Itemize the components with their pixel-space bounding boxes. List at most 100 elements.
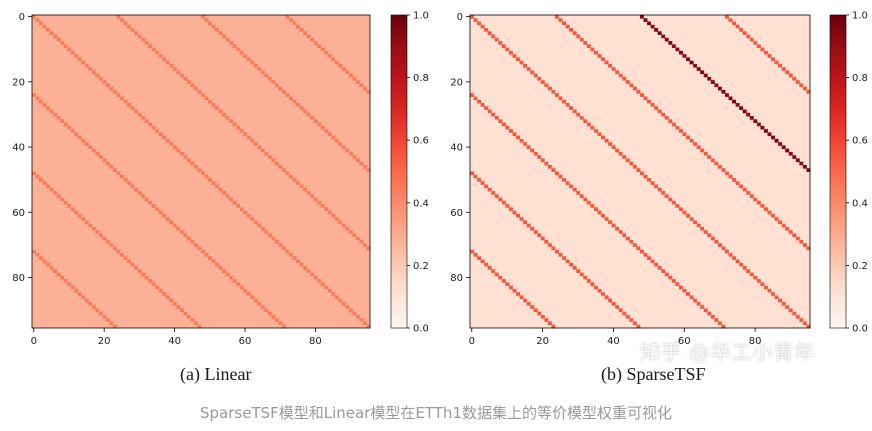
x-tick-label: 60 bbox=[678, 336, 691, 347]
heatmap-cell bbox=[141, 37, 146, 42]
heatmap-cell bbox=[668, 197, 673, 202]
heatmap-cell bbox=[215, 106, 219, 110]
heatmap-cell bbox=[250, 60, 255, 65]
heatmap-cell bbox=[148, 122, 153, 127]
heatmap-cell bbox=[565, 103, 570, 107]
heatmap-cell bbox=[763, 129, 768, 133]
heatmap-cell bbox=[703, 151, 708, 156]
heatmap-cell bbox=[193, 164, 198, 169]
heatmap-cell bbox=[484, 262, 489, 267]
heatmap-cell bbox=[774, 217, 779, 221]
heatmap-cell bbox=[109, 321, 114, 326]
heatmap-cell bbox=[313, 41, 318, 45]
heatmap-cell bbox=[211, 24, 216, 29]
heatmap-cell bbox=[721, 246, 726, 251]
plot-frame bbox=[31, 14, 371, 329]
heatmap-cell bbox=[331, 292, 336, 296]
heatmap-cell bbox=[491, 269, 496, 273]
heatmap-cell bbox=[693, 220, 698, 225]
heatmap-cell bbox=[127, 181, 131, 185]
heatmap-cell bbox=[558, 18, 563, 22]
heatmap-cell bbox=[753, 275, 758, 280]
heatmap-cell bbox=[232, 200, 237, 205]
heatmap-cell bbox=[362, 243, 367, 247]
heatmap-cell bbox=[77, 57, 82, 62]
heatmap-cell bbox=[792, 311, 797, 316]
heatmap-cell bbox=[88, 67, 93, 71]
heatmap-cell bbox=[565, 181, 570, 185]
heatmap-cell bbox=[540, 236, 545, 241]
heatmap-cell bbox=[530, 148, 535, 153]
heatmap-cell bbox=[547, 86, 552, 91]
heatmap-cell bbox=[668, 275, 673, 280]
heatmap-cell bbox=[533, 151, 538, 156]
heatmap-cell bbox=[53, 191, 58, 195]
heatmap-cell bbox=[778, 63, 783, 68]
heatmap-cell bbox=[735, 181, 740, 185]
heatmap-cell bbox=[678, 129, 683, 133]
heatmap-cell bbox=[317, 44, 322, 48]
heatmap-cell bbox=[760, 47, 765, 52]
heatmap-cell bbox=[746, 34, 751, 39]
heatmap-cell bbox=[678, 50, 683, 55]
heatmap-cell bbox=[470, 15, 474, 19]
heatmap-cell bbox=[257, 301, 262, 306]
heatmap-cell bbox=[749, 272, 754, 277]
heatmap-cell bbox=[324, 207, 329, 212]
heatmap-cell bbox=[632, 164, 637, 169]
heatmap-cell bbox=[693, 142, 698, 146]
y-tick-label: 60 bbox=[450, 208, 463, 219]
heatmap-cell bbox=[366, 89, 371, 94]
heatmap-cell bbox=[338, 63, 343, 68]
heatmap-cell bbox=[611, 301, 616, 306]
y-tick-label: 0 bbox=[19, 12, 25, 23]
heatmap-cell bbox=[208, 99, 212, 104]
heatmap-cell bbox=[144, 275, 149, 280]
heatmap-cell bbox=[781, 145, 786, 150]
heatmap-cell bbox=[572, 31, 577, 35]
heatmap-cell bbox=[281, 246, 286, 251]
heatmap-cell bbox=[236, 47, 241, 52]
heatmap-cell bbox=[632, 243, 637, 247]
heatmap-cell bbox=[572, 187, 577, 192]
heatmap-cell bbox=[601, 213, 605, 218]
heatmap-cell bbox=[601, 292, 605, 296]
colorbar-tick-label: 1.0 bbox=[852, 11, 868, 22]
heatmap-cell bbox=[292, 178, 297, 182]
heatmap-cell bbox=[544, 318, 549, 322]
heatmap-cell bbox=[341, 301, 346, 306]
heatmap-cell bbox=[116, 93, 121, 97]
heatmap-cell bbox=[88, 145, 93, 150]
heatmap-cell bbox=[218, 109, 223, 114]
heatmap-cell bbox=[604, 217, 609, 221]
heatmap-cell bbox=[141, 272, 146, 277]
heatmap-cell bbox=[359, 83, 364, 88]
heatmap-cell bbox=[63, 44, 68, 48]
heatmap-cell bbox=[208, 178, 212, 182]
heatmap-cell bbox=[519, 138, 524, 143]
heatmap-cell bbox=[141, 194, 146, 198]
heatmap-cell bbox=[785, 305, 790, 309]
heatmap-cell bbox=[127, 24, 131, 29]
figure-caption: SparseTSF模型和Linear模型在ETTh1数据集上的等价模型权重可视化 bbox=[200, 404, 672, 422]
heatmap-cell bbox=[696, 301, 701, 306]
heatmap-cell bbox=[795, 314, 800, 319]
heatmap-cell bbox=[56, 116, 61, 120]
colorbar-tick-label: 0.0 bbox=[852, 324, 868, 335]
heatmap-cell bbox=[682, 132, 687, 137]
heatmap-cell bbox=[494, 272, 499, 277]
heatmap-cell bbox=[201, 249, 205, 254]
heatmap-cell bbox=[109, 243, 114, 247]
heatmap-cell bbox=[172, 67, 177, 71]
heatmap-cell bbox=[204, 174, 209, 179]
heatmap-cell bbox=[746, 269, 751, 273]
heatmap-cell bbox=[102, 80, 107, 84]
heatmap-cell bbox=[183, 233, 188, 238]
heatmap-cell bbox=[689, 217, 694, 221]
heatmap-cell bbox=[260, 305, 265, 309]
heatmap-cell bbox=[526, 223, 531, 228]
heatmap-cell bbox=[285, 171, 290, 176]
heatmap-cell bbox=[281, 324, 286, 329]
heatmap-cell bbox=[480, 24, 485, 29]
heatmap-cell bbox=[215, 184, 219, 189]
